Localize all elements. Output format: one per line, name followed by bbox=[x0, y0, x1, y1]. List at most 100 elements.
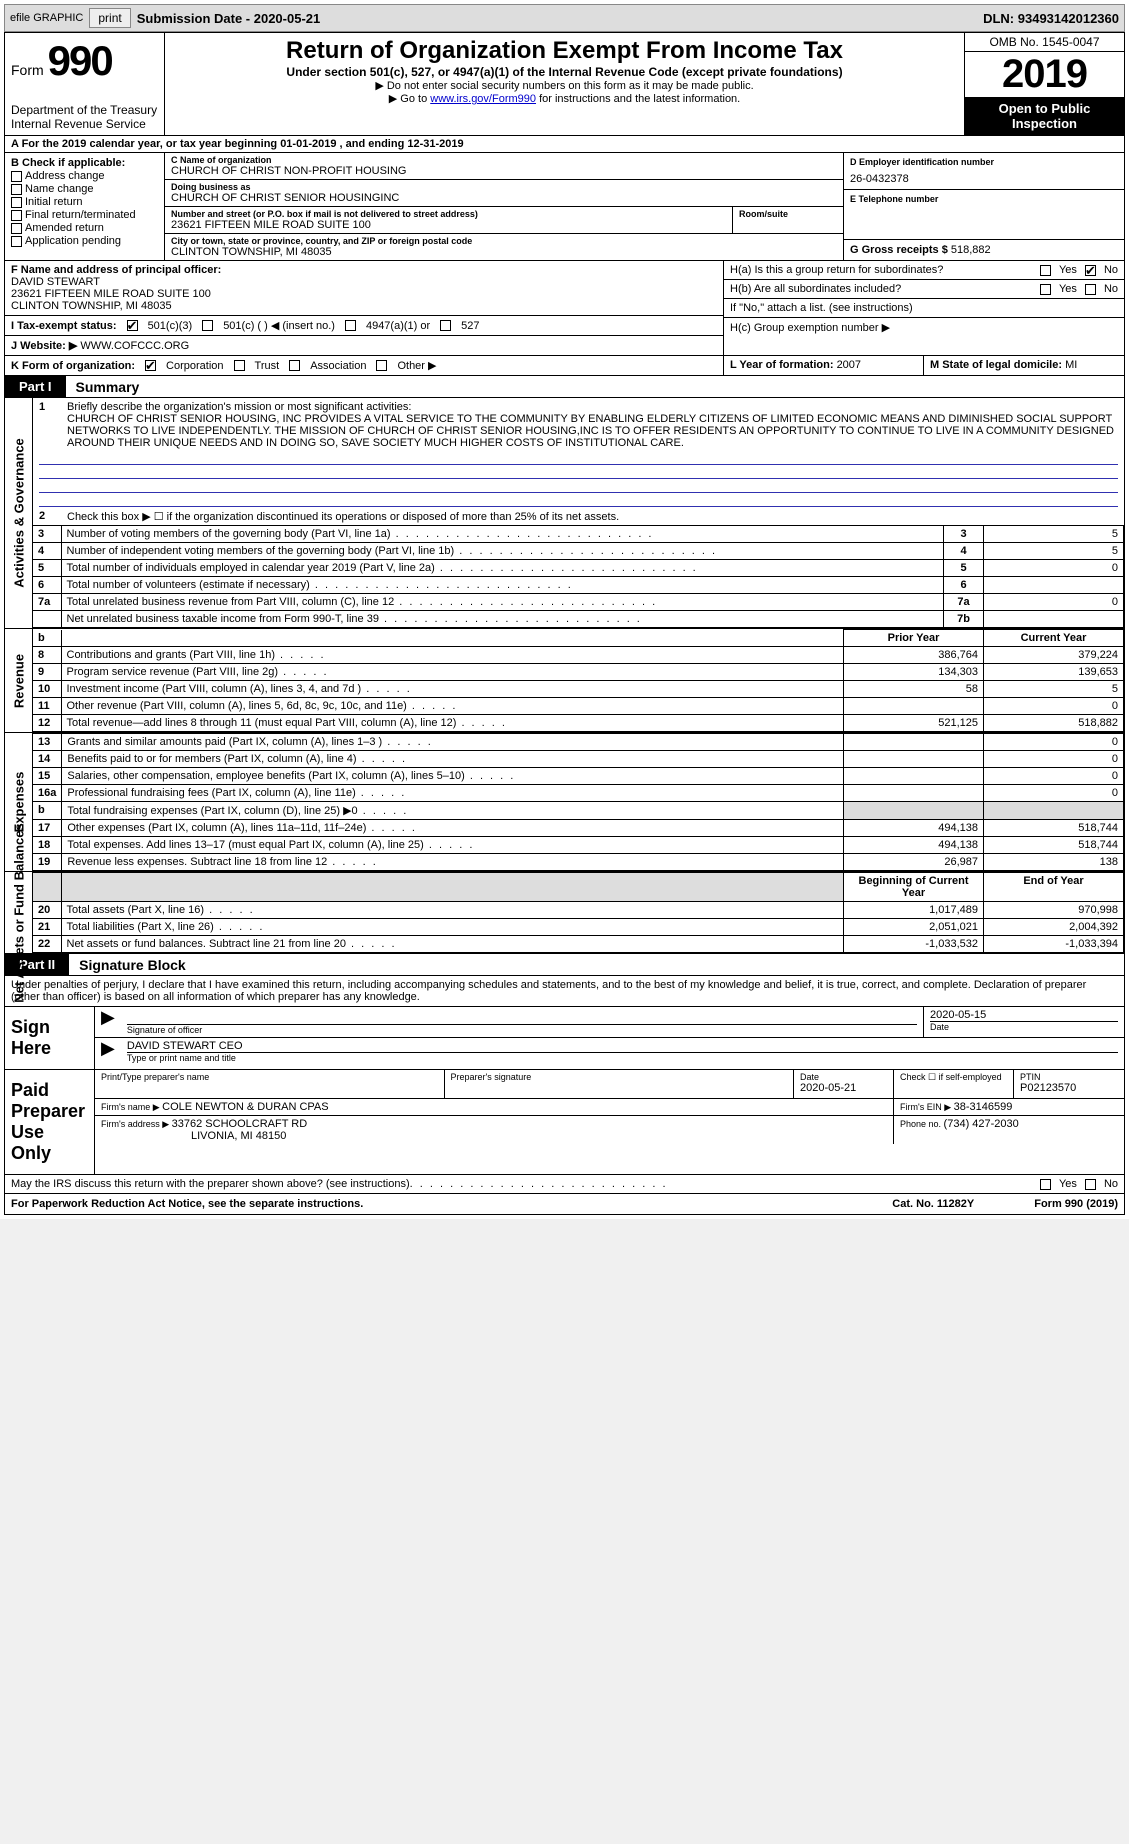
chk-discuss-yes[interactable] bbox=[1040, 1179, 1051, 1190]
l-value: 2007 bbox=[837, 359, 861, 371]
website-label: J Website: ▶ bbox=[11, 340, 77, 352]
header-left: Form 990 Department of the Treasury Inte… bbox=[5, 33, 165, 135]
header-right: OMB No. 1545-0047 2019 Open to Public In… bbox=[964, 33, 1124, 135]
fgh-right: H(a) Is this a group return for subordin… bbox=[724, 261, 1124, 355]
tax-exempt-label: I Tax-exempt status: bbox=[11, 320, 117, 332]
hc-label: H(c) Group exemption number ▶ bbox=[730, 321, 890, 334]
table-row: 6Total number of volunteers (estimate if… bbox=[33, 577, 1124, 594]
chk-association[interactable] bbox=[289, 360, 300, 371]
arrow-icon: ▶ bbox=[95, 1007, 121, 1037]
form-number: 990 bbox=[48, 37, 112, 85]
chk-other[interactable] bbox=[376, 360, 387, 371]
gross-receipts-value: 518,882 bbox=[951, 244, 991, 256]
chk-amended-return[interactable] bbox=[11, 223, 22, 234]
officer-name: DAVID STEWART bbox=[11, 276, 717, 288]
chk-trust[interactable] bbox=[234, 360, 245, 371]
chk-corporation[interactable] bbox=[145, 360, 156, 371]
table-row: 22Net assets or fund balances. Subtract … bbox=[33, 936, 1124, 953]
chk-501c[interactable] bbox=[202, 320, 213, 331]
officer-addr1: 23621 FIFTEEN MILE ROAD SUITE 100 bbox=[11, 288, 717, 300]
ein-value: 26-0432378 bbox=[850, 173, 1118, 185]
firm-name: COLE NEWTON & DURAN CPAS bbox=[162, 1101, 328, 1113]
org-name-label: C Name of organization bbox=[171, 155, 837, 165]
fgh-left: F Name and address of principal officer:… bbox=[5, 261, 724, 355]
blank-line bbox=[39, 493, 1118, 507]
officer-addr2: CLINTON TOWNSHIP, MI 48035 bbox=[11, 300, 717, 312]
part-1-badge: Part I bbox=[5, 376, 66, 397]
m-label: M State of legal domicile: bbox=[930, 359, 1065, 371]
sig-date-label: Date bbox=[930, 1022, 1118, 1032]
blank-line bbox=[39, 479, 1118, 493]
footer: For Paperwork Reduction Act Notice, see … bbox=[4, 1194, 1125, 1215]
table-row: 9Program service revenue (Part VIII, lin… bbox=[33, 664, 1124, 681]
block-fghij: F Name and address of principal officer:… bbox=[4, 261, 1125, 356]
city-label: City or town, state or province, country… bbox=[171, 236, 837, 246]
irs-label: Internal Revenue Service bbox=[11, 117, 158, 131]
firm-phone: (734) 427-2030 bbox=[944, 1118, 1019, 1130]
hb-note: If "No," attach a list. (see instruction… bbox=[730, 302, 913, 314]
table-row: 14Benefits paid to or for members (Part … bbox=[33, 751, 1124, 768]
chk-4947[interactable] bbox=[345, 320, 356, 331]
table-row: 5Total number of individuals employed in… bbox=[33, 560, 1124, 577]
dept-treasury: Department of the Treasury bbox=[11, 103, 158, 117]
table-row: 7aTotal unrelated business revenue from … bbox=[33, 594, 1124, 611]
form-ref: Form 990 (2019) bbox=[1034, 1198, 1118, 1210]
discuss-text: May the IRS discuss this return with the… bbox=[11, 1178, 410, 1190]
dba-label: Doing business as bbox=[171, 182, 837, 192]
gross-receipts-label: G Gross receipts $ bbox=[850, 244, 951, 256]
chk-501c3[interactable] bbox=[127, 320, 138, 331]
chk-initial-return[interactable] bbox=[11, 197, 22, 208]
chk-hb-yes[interactable] bbox=[1040, 284, 1051, 295]
chk-address-change[interactable] bbox=[11, 171, 22, 182]
mission-text: CHURCH OF CHRIST SENIOR HOUSING, INC PRO… bbox=[67, 413, 1118, 449]
efile-label: efile GRAPHIC bbox=[10, 12, 83, 24]
form-word: Form bbox=[11, 62, 44, 78]
irs-link[interactable]: www.irs.gov/Form990 bbox=[430, 93, 536, 105]
table-row: 8Contributions and grants (Part VIII, li… bbox=[33, 647, 1124, 664]
expenses-table: 13Grants and similar amounts paid (Part … bbox=[33, 733, 1124, 871]
goto-note: ▶ Go to www.irs.gov/Form990 for instruct… bbox=[171, 92, 958, 105]
table-row: 12Total revenue—add lines 8 through 11 (… bbox=[33, 715, 1124, 732]
chk-app-pending[interactable] bbox=[11, 236, 22, 247]
dln: DLN: 93493142012360 bbox=[983, 11, 1119, 26]
section-expenses: Expenses 13Grants and similar amounts pa… bbox=[4, 733, 1125, 872]
print-button[interactable]: print bbox=[89, 8, 130, 28]
row-a-tax-year: A For the 2019 calendar year, or tax yea… bbox=[4, 136, 1125, 153]
prep-date-value: 2020-05-21 bbox=[800, 1082, 887, 1094]
chk-ha-no[interactable] bbox=[1085, 265, 1096, 276]
officer-name-title: DAVID STEWART CEO bbox=[127, 1040, 1118, 1053]
sig-officer-label: Signature of officer bbox=[127, 1025, 917, 1035]
omb-number: OMB No. 1545-0047 bbox=[965, 33, 1124, 52]
phone-label: E Telephone number bbox=[850, 194, 1118, 204]
chk-name-change[interactable] bbox=[11, 184, 22, 195]
row-klm: K Form of organization: Corporation Trus… bbox=[4, 356, 1125, 376]
chk-ha-yes[interactable] bbox=[1040, 265, 1051, 276]
line2-text: Check this box ▶ ☐ if the organization d… bbox=[67, 510, 1118, 523]
firm-addr-label: Firm's address ▶ bbox=[101, 1119, 172, 1129]
chk-final-return[interactable] bbox=[11, 210, 22, 221]
firm-addr1: 33762 SCHOOLCRAFT RD bbox=[172, 1118, 308, 1130]
org-name: CHURCH OF CHRIST NON-PROFIT HOUSING bbox=[171, 165, 837, 177]
chk-527[interactable] bbox=[440, 320, 451, 331]
open-to-public: Open to Public Inspection bbox=[965, 97, 1124, 135]
table-row: 10Investment income (Part VIII, column (… bbox=[33, 681, 1124, 698]
firm-name-label: Firm's name ▶ bbox=[101, 1102, 162, 1112]
section-revenue: Revenue b Prior Year Current Year 8Contr… bbox=[4, 629, 1125, 733]
ptin-label: PTIN bbox=[1020, 1072, 1118, 1082]
paid-preparer-label: Paid Preparer Use Only bbox=[5, 1070, 95, 1174]
col-current-year: Current Year bbox=[984, 630, 1124, 647]
header-mid: Return of Organization Exempt From Incom… bbox=[165, 33, 964, 135]
revenue-table: b Prior Year Current Year 8Contributions… bbox=[33, 629, 1124, 732]
table-row: 17Other expenses (Part IX, column (A), l… bbox=[33, 820, 1124, 837]
net-assets-table: Beginning of Current Year End of Year 20… bbox=[33, 872, 1124, 953]
chk-hb-no[interactable] bbox=[1085, 284, 1096, 295]
name-title-label: Type or print name and title bbox=[127, 1053, 1118, 1063]
table-row: 19Revenue less expenses. Subtract line 1… bbox=[33, 854, 1124, 871]
ssn-note: ▶ Do not enter social security numbers o… bbox=[171, 79, 958, 92]
table-row: 4Number of independent voting members of… bbox=[33, 543, 1124, 560]
table-row: 11Other revenue (Part VIII, column (A), … bbox=[33, 698, 1124, 715]
chk-discuss-no[interactable] bbox=[1085, 1179, 1096, 1190]
officer-label: F Name and address of principal officer: bbox=[11, 264, 717, 276]
ptin-value: P02123570 bbox=[1020, 1082, 1118, 1094]
m-value: MI bbox=[1065, 359, 1077, 371]
